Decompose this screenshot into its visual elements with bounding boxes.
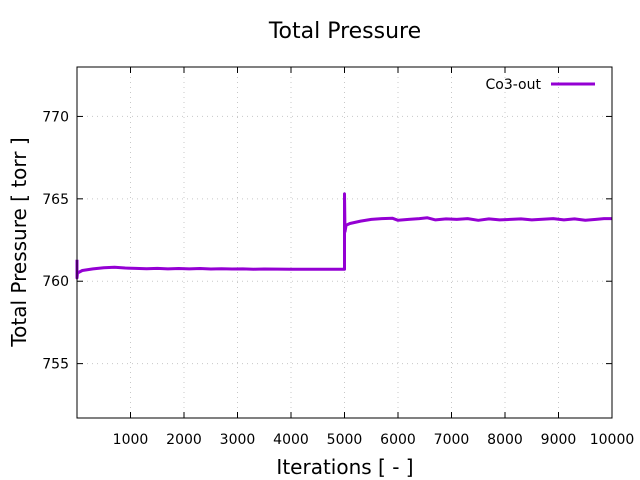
y-tick-label: 760	[42, 274, 69, 290]
y-tick-label: 765	[42, 192, 69, 208]
legend-label: Co3-out	[486, 77, 542, 93]
x-tick-label: 6000	[380, 432, 416, 448]
y-tick-label: 755	[42, 357, 69, 373]
x-tick-label: 1000	[113, 432, 149, 448]
x-axis-label: Iterations [ - ]	[276, 455, 413, 479]
x-tick-label: 10000	[590, 432, 635, 448]
x-tick-label: 5000	[327, 432, 363, 448]
x-tick-label: 7000	[434, 432, 470, 448]
y-axis-label: Total Pressure [ torr ]	[7, 137, 31, 347]
plot-frame	[76, 66, 613, 419]
x-tick-label: 2000	[166, 432, 202, 448]
x-tick-label: 4000	[273, 432, 309, 448]
ticks: 1000 2000 3000 4000 5000 6000 7000 8000 9000 1000…	[42, 67, 634, 448]
x-tick-label: 8000	[487, 432, 523, 448]
y-tick-label: 770	[42, 109, 69, 125]
series-line-co3-out	[75, 192, 612, 280]
x-tick-label: 3000	[220, 432, 256, 448]
legend: Co3-out	[486, 77, 595, 93]
chart-title: Total Pressure	[268, 19, 421, 44]
series	[75, 192, 612, 280]
x-tick-label: 9000	[541, 432, 577, 448]
